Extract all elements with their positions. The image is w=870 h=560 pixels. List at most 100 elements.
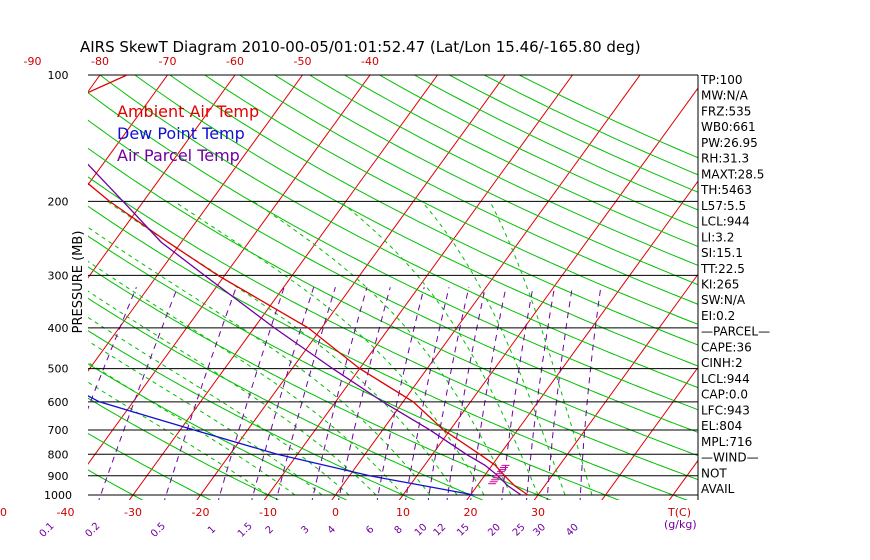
dry-adiabat-line — [88, 469, 144, 500]
index-entry: MPL:716 — [701, 435, 752, 449]
top-temp-tick-label: -60 — [226, 55, 244, 68]
pressure-tick-label: 1000 — [44, 489, 72, 502]
index-entry: TT:22.5 — [700, 262, 745, 276]
pressure-tick-label: 100 — [48, 69, 69, 82]
pressure-tick-label: 700 — [48, 424, 69, 437]
index-entry: NOT — [701, 466, 727, 480]
mixing-ratio-line — [427, 287, 470, 500]
isotherm-line — [88, 75, 169, 186]
index-entry: TH:5463 — [700, 183, 752, 197]
index-entry: MW:N/A — [701, 89, 749, 103]
moist-adiabat-line — [88, 316, 350, 496]
dry-adiabat-line — [518, 75, 698, 159]
mixing-ratio-line — [217, 287, 285, 500]
mixing-ratio-line — [579, 287, 602, 500]
mixing-ratio-label: 2 — [264, 524, 276, 536]
index-entry: LCL:944 — [701, 372, 750, 386]
dry-adiabat-line — [99, 75, 698, 389]
mixing-ratio-line — [251, 287, 315, 500]
mixing-ratio-label: 0.5 — [149, 521, 168, 540]
legend-entry: Air Parcel Temp — [117, 146, 240, 165]
dry-adiabat-line — [343, 75, 698, 248]
top-temp-tick-label: -90 — [24, 55, 42, 68]
moist-adiabat-line — [339, 201, 539, 496]
mixing-ratio-label: 40 — [564, 522, 581, 539]
index-entry: MAXT:28.5 — [701, 167, 764, 181]
index-entry: EI:0.2 — [701, 309, 735, 323]
mixing-ratio-line — [526, 287, 555, 500]
series-line-air-parcel-temp — [88, 163, 522, 496]
legend-entry: Ambient Air Temp — [117, 102, 259, 121]
moist-adiabat-line — [174, 200, 485, 496]
isotherm-line — [533, 273, 698, 500]
dry-adiabat-line — [88, 297, 484, 500]
series-line-dew-point-temp — [88, 395, 475, 496]
legend: Ambient Air Temp Dew Point Temp Air Parcel… — [117, 102, 259, 165]
bottom-temp-tick-label: -10 — [259, 506, 277, 519]
index-entry: RH:31.3 — [701, 152, 749, 166]
dry-adiabat-line — [88, 92, 698, 411]
mixing-ratio-line — [546, 287, 573, 500]
moist-adiabat-line — [88, 381, 269, 496]
mixing-ratio-label: 1.5 — [236, 521, 255, 540]
isotherm-line — [88, 75, 236, 279]
bottom-temp-tick-label: -20 — [192, 506, 210, 519]
index-entry: AVAIL — [701, 482, 735, 496]
dry-adiabat-line — [308, 75, 698, 266]
dry-adiabat-line — [88, 330, 416, 500]
dry-adiabat-line — [134, 75, 698, 367]
moist-adiabat-line — [107, 200, 458, 496]
index-entry: LCL:944 — [701, 215, 750, 229]
mixing-ratio-label: 4 — [326, 524, 338, 536]
mixing-ratio-unit-label: (g/kg) — [664, 518, 697, 531]
mixing-ratio-line — [98, 287, 179, 500]
mixing-ratio-line — [275, 287, 336, 500]
dry-adiabat-line — [168, 75, 698, 346]
mixing-ratio-label: 0.2 — [83, 521, 102, 540]
dry-adiabat-line — [88, 205, 688, 500]
pressure-tick-label: 600 — [48, 396, 69, 409]
isobars — [88, 74, 698, 496]
index-entry: SI:15.1 — [701, 246, 743, 260]
bottom-temp-tick-label: 20 — [464, 506, 478, 519]
pressure-tick-label: 200 — [48, 195, 69, 208]
wind-flags — [488, 464, 510, 485]
dry-adiabat-line — [88, 266, 552, 500]
isotherm-line — [196, 75, 506, 500]
moist-adiabat-line — [421, 201, 566, 496]
mixing-ratio-label: 1 — [206, 524, 218, 536]
index-entry: L57:5.5 — [701, 199, 746, 213]
bottom-temp-tick-label: 30 — [531, 506, 545, 519]
mixing-ratio-line — [470, 287, 507, 500]
mixing-ratio-label: 25 — [511, 522, 528, 539]
mixing-ratio-label: 3 — [299, 524, 311, 536]
index-entry: WB0:661 — [701, 120, 756, 134]
dry-adiabat-line — [238, 75, 698, 305]
mixing-ratio-line — [338, 287, 391, 500]
mixing-ratio-line — [311, 287, 368, 500]
bottom-temp-tick-label: 10 — [396, 506, 410, 519]
mixing-ratio-label: 15 — [455, 522, 472, 539]
index-entry: —PARCEL— — [701, 325, 770, 339]
dry-adiabat-line — [378, 75, 698, 229]
dry-adiabat-line — [88, 397, 280, 500]
index-entry: PW:26.95 — [701, 136, 758, 150]
legend-entry: Dew Point Temp — [117, 124, 245, 143]
mixing-ratio-line — [164, 287, 237, 500]
top-temp-tick-label: -80 — [91, 55, 109, 68]
isotherm-line — [668, 459, 698, 500]
bottom-temp-tick-label: -40 — [57, 506, 75, 519]
index-entry: CAPE:36 — [701, 340, 752, 354]
isotherm-line — [263, 75, 574, 500]
bottom-temp-tick-label: 0 — [332, 506, 339, 519]
mixing-ratio-label: 6 — [364, 524, 376, 536]
mixing-ratio-line — [376, 287, 425, 500]
dry-adiabat-line — [413, 75, 698, 211]
index-entry: CAP:0.0 — [701, 388, 748, 402]
mixing-ratio-label: 0.1 — [38, 521, 57, 540]
temp-unit-label: T(C) — [667, 506, 691, 519]
moist-adiabat-line — [88, 340, 323, 496]
isotherm-line — [128, 75, 439, 500]
mixing-ratio-label: 10 — [413, 522, 430, 539]
pressure-tick-label: 500 — [48, 363, 69, 376]
